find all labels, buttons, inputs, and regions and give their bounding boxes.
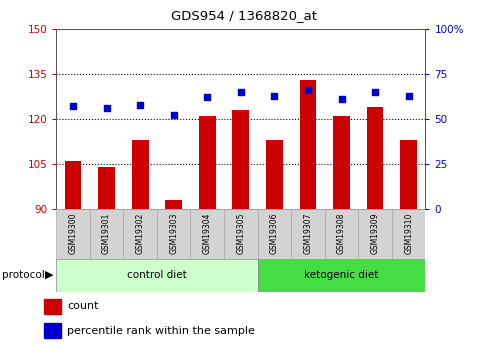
Text: GSM19307: GSM19307 [303,213,312,255]
Point [337,97,345,102]
Point [136,102,144,107]
Bar [43,299,61,314]
Bar [257,209,290,259]
Bar [64,161,81,209]
Bar [265,140,282,209]
Bar [165,200,182,209]
Bar [98,167,115,209]
Text: GSM19308: GSM19308 [336,213,346,254]
Text: GSM19309: GSM19309 [370,213,379,255]
Bar [199,116,215,209]
Bar [299,80,316,209]
Bar [123,209,157,259]
Bar [43,323,61,338]
Bar [131,140,148,209]
Text: count: count [67,302,99,312]
Text: GDS954 / 1368820_at: GDS954 / 1368820_at [171,9,317,22]
Text: GSM19302: GSM19302 [135,213,144,254]
Bar [324,209,358,259]
Text: percentile rank within the sample: percentile rank within the sample [67,326,255,336]
Point [169,113,177,118]
Text: protocol: protocol [2,270,45,280]
Text: GSM19306: GSM19306 [269,213,278,255]
Bar [190,209,224,259]
Text: GSM19300: GSM19300 [68,213,78,255]
Text: control diet: control diet [127,270,186,280]
Bar [400,140,416,209]
Bar [290,209,324,259]
Point [370,89,378,95]
Text: GSM19310: GSM19310 [403,213,412,254]
Bar [224,209,257,259]
Text: GSM19304: GSM19304 [203,213,211,255]
Bar [332,116,349,209]
Point [203,95,211,100]
Point [304,88,311,93]
Point [270,93,278,98]
Bar [358,209,391,259]
Text: GSM19301: GSM19301 [102,213,111,254]
Bar [56,259,257,292]
Text: GSM19303: GSM19303 [169,213,178,255]
Point [236,89,244,95]
Bar [157,209,190,259]
Bar [56,209,90,259]
Bar [232,110,249,209]
Bar [257,259,425,292]
Point [69,104,77,109]
Point [102,106,110,111]
Text: ketogenic diet: ketogenic diet [304,270,378,280]
Bar [391,209,425,259]
Text: GSM19305: GSM19305 [236,213,245,255]
Text: ▶: ▶ [45,270,53,280]
Bar [366,107,383,209]
Point [404,93,412,98]
Bar [90,209,123,259]
